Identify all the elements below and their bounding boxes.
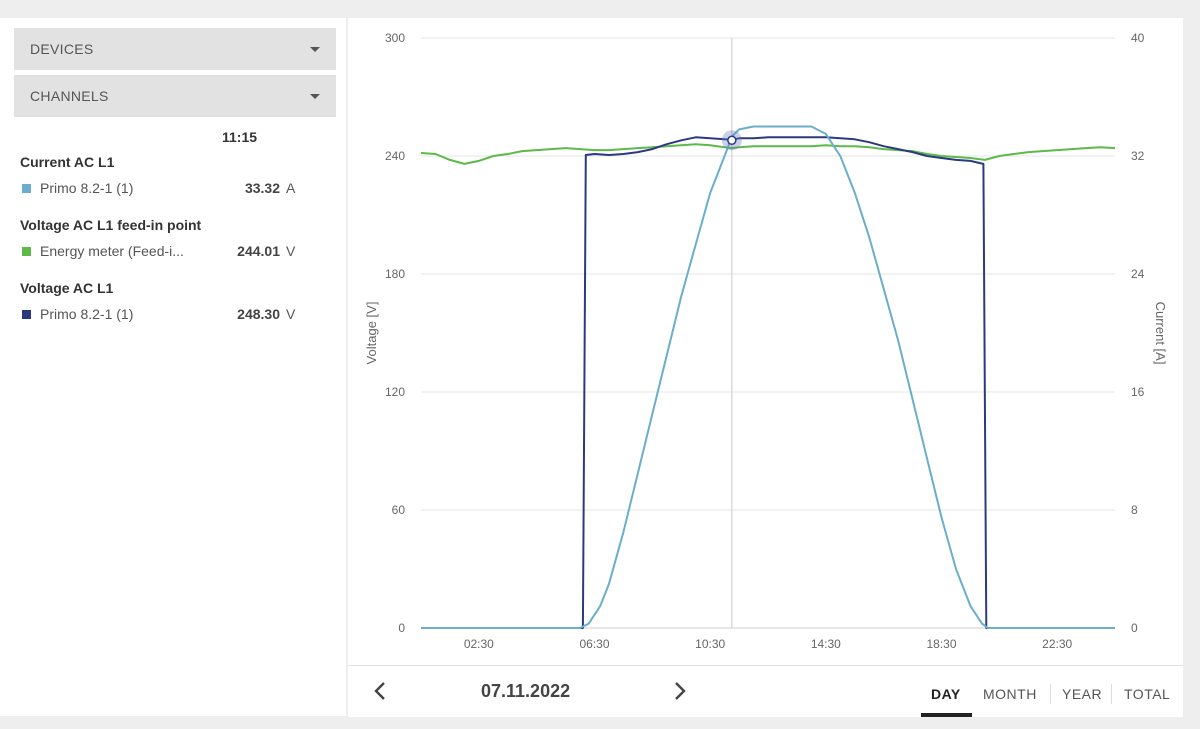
legend-item-value: 33.32 xyxy=(244,180,280,196)
cursor-time-label: 11:15 xyxy=(222,129,258,145)
channels-dropdown-label: CHANNELS xyxy=(30,88,109,104)
tab-divider xyxy=(1111,684,1112,704)
date-label[interactable]: 07.11.2022 xyxy=(481,681,571,701)
chevron-down-icon xyxy=(310,47,320,52)
line-chart[interactable]: 0 60 120 180 240 300 0 8 16 24 32 40 02:30 06:30 10:30… xyxy=(348,18,1183,663)
legend-swatch xyxy=(22,310,31,319)
next-day-button[interactable] xyxy=(670,680,690,702)
previous-day-button[interactable] xyxy=(370,680,390,702)
legend-item-value: 244.01 xyxy=(237,243,280,259)
legend-item-unit: A xyxy=(286,180,296,196)
chevron-right-icon xyxy=(675,682,686,700)
legend-item-name: Energy meter (Feed-i... xyxy=(40,243,184,259)
channels-dropdown[interactable]: CHANNELS xyxy=(14,75,336,117)
y-left-tick-label: 0 xyxy=(398,621,405,635)
cursor-marker xyxy=(727,135,737,146)
series-line xyxy=(420,143,1116,165)
y-right-tick-label: 24 xyxy=(1131,267,1145,281)
tab-total[interactable]: TOTAL xyxy=(1124,686,1171,702)
legend-item-value: 248.30 xyxy=(237,306,280,322)
active-tab-indicator xyxy=(921,713,972,717)
legend-item[interactable]: Primo 8.2-1 (1) 33.32 A xyxy=(20,180,320,198)
series-line xyxy=(421,125,1115,629)
x-tick-label: 06:30 xyxy=(579,637,609,651)
y-right-tick-label: 0 xyxy=(1131,621,1138,635)
y-left-tick-label: 300 xyxy=(385,31,405,45)
tab-year[interactable]: YEAR xyxy=(1062,686,1103,702)
y-left-tick-label: 180 xyxy=(385,267,405,281)
y-left-tick-label: 60 xyxy=(392,503,406,517)
y-right-tick-label: 40 xyxy=(1131,31,1145,45)
y-right-tick-label: 8 xyxy=(1131,503,1138,517)
legend-swatch xyxy=(22,247,31,256)
legend-group-title: Voltage AC L1 feed-in point xyxy=(20,217,202,233)
tab-day[interactable]: DAY xyxy=(931,686,961,702)
chart-panel: 0 60 120 180 240 300 0 8 16 24 32 40 02:30 06:30 10:30… xyxy=(348,18,1183,717)
sidebar-panel: DEVICES CHANNELS 11:15 Current AC L1 Pri… xyxy=(0,18,346,716)
x-tick-label: 18:30 xyxy=(926,637,956,651)
chart-area[interactable]: 0 60 120 180 240 300 0 8 16 24 32 40 02:30 06:30 10:30… xyxy=(348,18,1183,663)
tab-month[interactable]: MONTH xyxy=(983,686,1037,702)
legend-item-unit: V xyxy=(286,243,296,259)
x-tick-label: 02:30 xyxy=(464,637,494,651)
devices-dropdown[interactable]: DEVICES xyxy=(14,28,336,70)
legend-item[interactable]: Energy meter (Feed-i... 244.01 V xyxy=(20,243,320,261)
legend-group-title: Voltage AC L1 xyxy=(20,280,114,296)
legend-group-title: Current AC L1 xyxy=(20,154,115,170)
y-right-tick-label: 32 xyxy=(1131,149,1145,163)
period-navigation-bar: 07.11.2022 DAY MONTH YEAR TOTAL xyxy=(348,665,1183,717)
legend-item-unit: V xyxy=(286,306,296,322)
devices-dropdown-label: DEVICES xyxy=(30,41,94,57)
y-right-axis-title: Current [A] xyxy=(1153,302,1168,365)
legend-item[interactable]: Primo 8.2-1 (1) 248.30 V xyxy=(20,306,320,324)
x-tick-label: 10:30 xyxy=(695,637,725,651)
series-line xyxy=(421,136,1115,629)
y-left-tick-label: 240 xyxy=(385,149,405,163)
x-tick-label: 22:30 xyxy=(1042,637,1072,651)
legend-swatch xyxy=(22,184,31,193)
chevron-left-icon xyxy=(374,682,385,700)
legend-item-name: Primo 8.2-1 (1) xyxy=(40,180,134,196)
y-right-tick-label: 16 xyxy=(1131,385,1145,399)
chevron-down-icon xyxy=(310,94,320,99)
x-tick-label: 14:30 xyxy=(811,637,841,651)
y-left-tick-label: 120 xyxy=(385,385,405,399)
tab-divider xyxy=(1050,684,1051,704)
legend-item-name: Primo 8.2-1 (1) xyxy=(40,306,134,322)
y-left-axis-title: Voltage [V] xyxy=(364,302,379,365)
